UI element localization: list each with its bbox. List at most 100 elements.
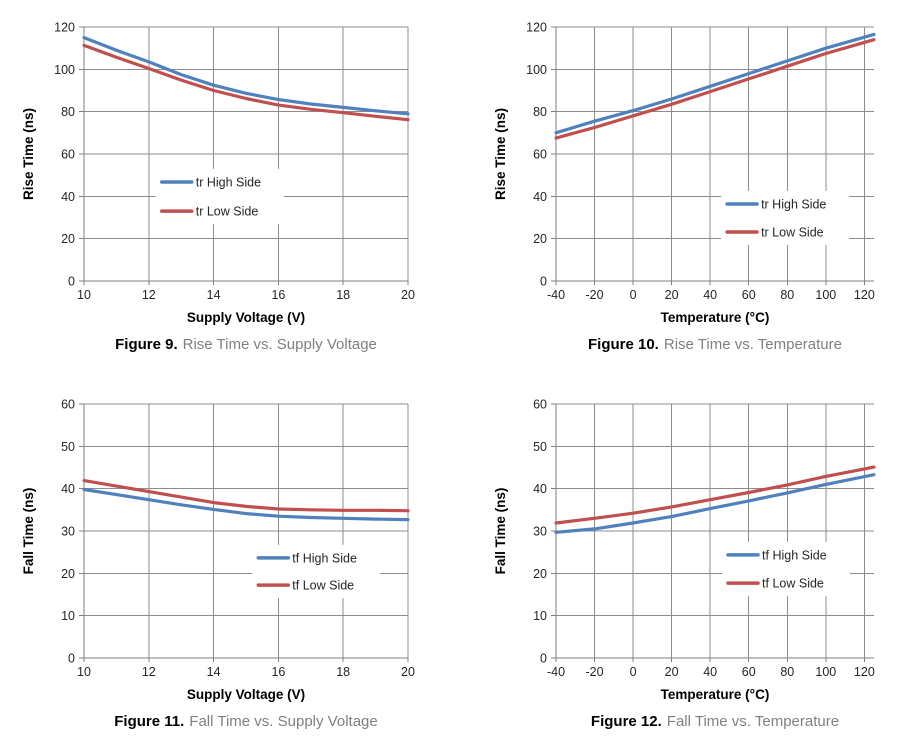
y-tick-label: 100	[526, 63, 547, 77]
axes	[79, 26, 409, 285]
x-tick-label: 20	[401, 288, 415, 302]
x-tick-label: 20	[401, 665, 415, 679]
legend-label-tr-low-side: tr Low Side	[196, 205, 259, 219]
x-tick-label: 18	[336, 288, 350, 302]
figure-10: -40 -20 0 20 40 60 80 100 120 0 20 40 60 80 100 120 Temp…	[452, 0, 904, 377]
y-tick-label: 0	[68, 652, 75, 666]
y-tick-label: 30	[533, 525, 547, 539]
x-tick-label: 10	[77, 288, 91, 302]
legend-label-tr-high-side: tr High Side	[761, 198, 826, 212]
series-line-tr-high-side	[82, 35, 410, 116]
x-tick-label: 20	[665, 288, 679, 302]
tick-labels: 10 12 14 16 18 20 0 20 40 60 80 100 120	[54, 21, 415, 303]
tick-labels: -40 -20 0 20 40 60 80 100 120 0 20 40 60 80 100 120	[526, 21, 875, 303]
x-tick-label: 80	[780, 288, 794, 302]
series-line-tf-low-side	[82, 478, 410, 513]
tick-labels: -40 -20 0 20 40 60 80 100 120 0 10 20 30 40 50 60	[533, 398, 875, 680]
figure-9-chart: 10 12 14 16 18 20 0 20 40 60 80 100 120 Supply Voltag…	[0, 0, 452, 334]
legend-label-tf-low-side: tf Low Side	[292, 579, 354, 593]
legend-background	[155, 168, 284, 225]
y-tick-label: 120	[526, 21, 547, 35]
figure-11-caption-label: Figure 11.	[114, 713, 185, 730]
x-tick-label: 100	[815, 288, 836, 302]
legend: tf High Side tf Low Side	[252, 544, 381, 599]
y-tick-label: 80	[61, 105, 75, 119]
x-tick-label: -40	[547, 665, 565, 679]
x-tick-label: 10	[77, 665, 91, 679]
figure-12-caption-label: Figure 12.	[590, 713, 662, 730]
grid-lines	[556, 403, 874, 658]
figure-11-chart: 10 12 14 16 18 20 0 10 20 30 40 50 60 Supply Voltage …	[0, 377, 452, 711]
series-line-tf-high-side	[554, 473, 876, 534]
y-tick-label: 30	[61, 525, 75, 539]
legend-label-tr-low-side: tr Low Side	[761, 225, 824, 239]
x-tick-label: 18	[336, 665, 350, 679]
x-tick-label: -40	[547, 288, 565, 302]
y-tick-label: 60	[533, 148, 547, 162]
x-tick-label: 40	[703, 288, 717, 302]
x-axis-title: Supply Voltage (V)	[187, 687, 305, 702]
series-line-tr-low-side	[554, 38, 876, 140]
legend-background	[721, 191, 850, 245]
y-tick-label: 50	[61, 440, 75, 454]
figure-11: 10 12 14 16 18 20 0 10 20 30 40 50 60 Supply Voltage …	[0, 377, 452, 754]
y-axis-title: Fall Time (ns)	[493, 488, 508, 575]
x-tick-label: 0	[630, 665, 637, 679]
figure-9: 10 12 14 16 18 20 0 20 40 60 80 100 120 Supply Voltag…	[0, 0, 452, 377]
series-line-tf-low-side	[554, 465, 876, 525]
y-tick-label: 20	[533, 567, 547, 581]
series-line-tr-high-side	[554, 32, 876, 135]
y-tick-label: 40	[61, 482, 75, 496]
x-axis-title: Temperature (°C)	[661, 310, 770, 325]
y-tick-label: 60	[533, 398, 547, 412]
y-tick-label: 40	[61, 190, 75, 204]
y-tick-label: 0	[540, 275, 547, 289]
figure-10-chart: -40 -20 0 20 40 60 80 100 120 0 20 40 60 80 100 120 Temp…	[452, 0, 904, 334]
chart-svg-1: -40 -20 0 20 40 60 80 100 120 0 20 40 60 80 100 120 Temp…	[493, 21, 876, 325]
x-tick-label: 16	[271, 665, 285, 679]
grid-lines	[84, 26, 409, 281]
figure-9-caption: Figure 9. Rise Time vs. Supply Voltage	[0, 336, 452, 353]
x-tick-label: 60	[742, 665, 756, 679]
y-axis-title: Rise Time (ns)	[493, 108, 508, 200]
chart-svg-3: -40 -20 0 20 40 60 80 100 120 0 10 20 30 40 50 60 Temper…	[493, 398, 876, 702]
figure-10-caption: Figure 10. Rise Time vs. Temperature	[452, 336, 904, 353]
y-tick-label: 50	[533, 440, 547, 454]
x-tick-label: 80	[780, 665, 794, 679]
series-line-tf-high-side	[82, 487, 410, 522]
axes	[551, 26, 874, 285]
y-tick-label: 10	[533, 609, 547, 623]
figure-10-caption-text: Rise Time vs. Temperature	[663, 336, 842, 353]
legend: tr High Side tr Low Side	[721, 191, 850, 245]
x-tick-label: 40	[703, 665, 717, 679]
y-tick-label: 100	[54, 63, 75, 77]
legend-background	[252, 544, 381, 599]
figure-10-caption-label: Figure 10.	[588, 336, 659, 353]
y-tick-label: 10	[61, 609, 75, 623]
legend-label-tf-low-side: tf Low Side	[762, 577, 824, 591]
y-tick-label: 20	[533, 232, 547, 246]
y-tick-label: 0	[68, 275, 75, 289]
legend-background	[722, 541, 851, 597]
y-tick-label: 0	[540, 652, 547, 666]
x-tick-label: -20	[586, 288, 604, 302]
y-tick-label: 40	[533, 190, 547, 204]
x-tick-label: 14	[207, 288, 221, 302]
x-tick-label: -20	[586, 665, 604, 679]
figure-12: -40 -20 0 20 40 60 80 100 120 0 10 20 30 40 50 60 Temper…	[452, 377, 904, 754]
axes	[79, 403, 409, 662]
figure-12-chart: -40 -20 0 20 40 60 80 100 120 0 10 20 30 40 50 60 Temper…	[452, 377, 904, 711]
series-line-tr-low-side	[82, 43, 410, 122]
y-tick-label: 60	[61, 148, 75, 162]
legend: tr High Side tr Low Side	[155, 168, 284, 225]
grid-lines	[84, 403, 409, 658]
x-tick-label: 0	[630, 288, 637, 302]
legend-label-tf-high-side: tf High Side	[292, 551, 357, 565]
legend-label-tf-high-side: tf High Side	[762, 548, 827, 562]
legend: tf High Side tf Low Side	[722, 541, 851, 597]
figure-12-caption-text: Fall Time vs. Temperature	[666, 713, 840, 730]
y-tick-label: 120	[54, 21, 75, 35]
y-tick-label: 40	[533, 482, 547, 496]
